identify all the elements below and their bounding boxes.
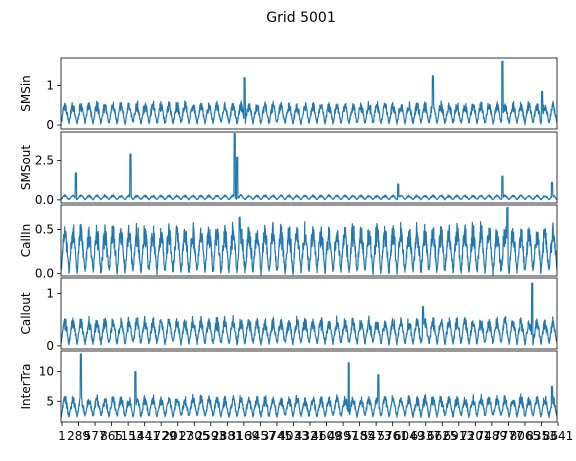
x-tick-label: 4321	[295, 429, 326, 443]
x-tick-label: 2881	[212, 429, 243, 443]
figure-title: Grid 5001	[266, 10, 335, 26]
y-axis-label: SMSout	[19, 145, 33, 191]
x-tick-label: 8641	[543, 429, 574, 443]
y-axis-label: InterTra	[19, 363, 33, 409]
x-tick-label: 6625	[427, 429, 458, 443]
x-tick-label: 3169	[229, 429, 260, 443]
axes-frame	[60, 57, 558, 130]
x-tick-label: 3745	[262, 429, 293, 443]
y-tick-label: 0.0	[35, 266, 54, 280]
series-line-smsout	[61, 133, 557, 201]
y-tick-label: 0.0	[35, 193, 54, 207]
y-tick-label: 10	[39, 365, 54, 379]
x-tick-label: 7777	[493, 429, 524, 443]
x-tick-label: 5185	[344, 429, 375, 443]
x-tick-label: 5473	[361, 429, 392, 443]
panel-smsin: 0 1 SMSin	[19, 57, 558, 132]
y-tick-label: 0	[46, 339, 54, 353]
x-tick-label: 1441	[129, 429, 160, 443]
series-line-callin	[61, 207, 557, 276]
x-tick-label: 865	[100, 429, 123, 443]
x-tick-label: 1	[58, 429, 66, 443]
x-tick-label: 6337	[410, 429, 441, 443]
axes-frame	[60, 131, 558, 204]
x-tick-label: 6049	[394, 429, 425, 443]
x-tick-label: 8065	[510, 429, 541, 443]
panels: 01SMSin0.02.5SMSout0.00.5CallIn01Callout…	[19, 57, 558, 423]
y-tick-label: 0	[46, 118, 54, 132]
axes-frame	[60, 350, 558, 423]
y-tick-label: 5	[46, 394, 54, 408]
x-tick-label: 3457	[245, 429, 276, 443]
x-tick-label: 5761	[377, 429, 408, 443]
axes-frame	[60, 204, 558, 277]
series-line-smsin	[61, 60, 557, 126]
x-axis-ticks: 1 289577865115314411729201723052593288131…	[58, 422, 573, 443]
panel-intertra: 5 10 InterTra	[19, 350, 558, 423]
x-tick-label: 577	[84, 429, 107, 443]
y-tick-label: 1	[46, 79, 54, 93]
x-tick-label: 7201	[460, 429, 491, 443]
x-tick-label: 2017	[162, 429, 193, 443]
y-tick-label: 2.5	[35, 153, 54, 167]
x-tick-label: 7489	[477, 429, 508, 443]
x-tick-label: 6913	[444, 429, 475, 443]
y-tick-label: 0.5	[35, 223, 54, 237]
axes-frame	[60, 277, 558, 350]
y-axis-label: Callout	[19, 292, 33, 334]
y-axis-label: SMSin	[19, 75, 33, 112]
x-tick-label: 4609	[311, 429, 342, 443]
series-line-intertra	[61, 353, 557, 419]
x-tick-label: 2305	[179, 429, 210, 443]
x-tick-label: 8353	[526, 429, 557, 443]
x-tick-label: 289	[67, 429, 90, 443]
series-line-callout	[61, 282, 557, 346]
x-tick-label: 2593	[196, 429, 227, 443]
x-tick-label: 1729	[146, 429, 177, 443]
y-tick-label: 1	[46, 287, 54, 301]
x-tick-label: 4897	[328, 429, 359, 443]
y-axis-label: CallIn	[19, 224, 33, 258]
x-tick-label: 4033	[278, 429, 309, 443]
x-tick-label: 1153	[113, 429, 144, 443]
panel-callout: 0 1 Callout	[19, 277, 558, 353]
